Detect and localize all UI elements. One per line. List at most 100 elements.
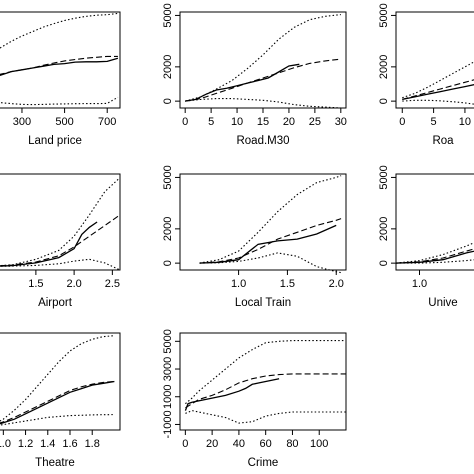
x-tick-label: 0 (182, 116, 188, 128)
x-tick-label: 1.5 (280, 278, 295, 290)
series-line-solid (0, 57, 119, 76)
x-tick-label: 0 (399, 116, 405, 128)
series-line-dotted (199, 252, 342, 274)
series-line-dashed (0, 214, 121, 267)
panel-7: 1.0 1.2 1.4 1.6 1.8 Theatre (0, 332, 121, 469)
x-tick-label: 2.5 (105, 278, 120, 290)
series-line-dotted (0, 12, 118, 49)
y-tick-label: 5000 (162, 3, 174, 27)
series-line-dashed (402, 79, 474, 100)
x-tick-label: 20 (206, 438, 218, 450)
x-axis-label: Theatre (35, 457, 75, 469)
x-tick-label: 40 (233, 438, 245, 450)
y-tick-label: 0 (162, 98, 174, 104)
y-tick-label: 2000 (162, 217, 174, 241)
plot-frame (395, 173, 474, 271)
y-tick-label: 2000 (378, 217, 390, 241)
series-line-dotted (0, 96, 119, 106)
series-line-dashed (185, 373, 346, 409)
panel-1: 300 500 700 Land price (0, 11, 121, 147)
x-axis-label: Airport (38, 297, 73, 309)
series-line-solid (185, 63, 300, 102)
y-tick-label: 3000 (162, 357, 174, 381)
x-tick-label: 500 (55, 116, 73, 128)
series-line-dashed (395, 248, 474, 264)
series-line-dotted (185, 340, 346, 405)
x-axis-label: Crime (248, 457, 279, 469)
series-line-solid (0, 221, 98, 267)
x-tick-label: 10 (459, 116, 471, 128)
x-tick-label: 1.0 (412, 278, 427, 290)
x-tick-label: 1.2 (18, 438, 33, 450)
x-axis-label: Road.M30 (236, 135, 289, 147)
series-line-dotted (199, 175, 342, 264)
panel-2: 0 5 10 15 20 25 30 0 2000 5000 Road.M30 (162, 3, 347, 147)
plot-frame (0, 11, 121, 109)
series-line-solid (199, 224, 337, 264)
x-tick-label: 2.0 (329, 278, 344, 290)
y-tick-label: 0 (378, 98, 390, 104)
x-tick-label: 700 (98, 116, 116, 128)
x-tick-label: 1.4 (40, 438, 55, 450)
x-tick-label: 300 (13, 116, 31, 128)
series-line-dashed (199, 218, 342, 264)
series-line-dotted (0, 414, 115, 426)
x-tick-label: 25 (309, 116, 321, 128)
series-line-dotted (0, 335, 115, 422)
x-tick-label: 15 (257, 116, 269, 128)
y-tick-label: 5000 (378, 3, 390, 27)
y-tick-label: -1000 (162, 410, 174, 438)
plot-frame (0, 173, 121, 271)
x-axis-label: Roa (432, 135, 454, 147)
series-line-solid (184, 378, 280, 411)
plot-frame (179, 332, 347, 431)
y-tick-label: 0 (378, 260, 390, 266)
series-line-dotted (395, 242, 474, 264)
x-tick-label: 1.0 (0, 438, 11, 450)
series-line-dashed (185, 58, 341, 102)
plot-frame (395, 11, 474, 109)
x-tick-label: 30 (335, 116, 347, 128)
x-tick-label: 0 (182, 438, 188, 450)
plot-frame (179, 11, 347, 109)
x-tick-label: 2.0 (66, 278, 81, 290)
series-line-solid (402, 84, 474, 101)
series-line-dotted (185, 98, 341, 109)
plot-frame (179, 173, 347, 271)
plot-frame (0, 332, 121, 431)
series-line-dotted (185, 14, 341, 102)
x-axis-label: Land price (28, 135, 82, 147)
series-line-dotted (396, 259, 474, 264)
y-tick-label: 0 (162, 260, 174, 266)
series-line-dotted (402, 61, 474, 99)
series-line-solid (0, 380, 115, 425)
series-line-dotted (185, 410, 346, 424)
x-tick-label: 1.5 (28, 278, 43, 290)
y-tick-label: 5000 (162, 165, 174, 189)
x-tick-label: 20 (283, 116, 295, 128)
series-line-dashed (0, 55, 118, 75)
x-tick-label: 100 (310, 438, 328, 450)
x-tick-label: 1.0 (231, 278, 246, 290)
series-line-dotted (402, 99, 474, 105)
series-line-solid (395, 250, 474, 264)
panel-3: 0 5 10 0 2000 5000 Roa (378, 3, 474, 147)
x-tick-label: 1.6 (62, 438, 77, 450)
panel-5: 1.0 1.5 2.0 0 2000 5000 Local Train (162, 165, 347, 309)
x-axis-label: Local Train (235, 297, 291, 309)
series-line-dashed (0, 380, 115, 424)
panel-4: 1.5 2.0 2.5 Airport (0, 173, 121, 309)
x-tick-label: 80 (286, 438, 298, 450)
y-tick-label: 5000 (378, 165, 390, 189)
y-tick-label: 1000 (162, 385, 174, 409)
y-tick-label: 5000 (162, 329, 174, 353)
y-tick-label: 2000 (378, 55, 390, 79)
x-tick-label: 5 (208, 116, 214, 128)
y-tick-label: 2000 (162, 55, 174, 79)
series-line-dotted (0, 177, 121, 267)
x-axis-label: Unive (428, 297, 457, 309)
series-line-dotted (0, 258, 121, 271)
